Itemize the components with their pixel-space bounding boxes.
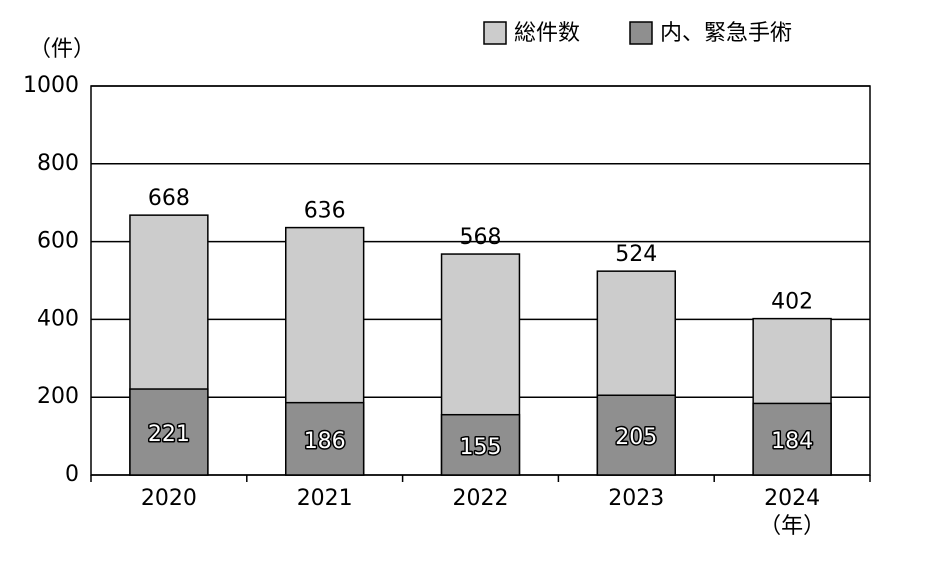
legend-swatch: [629, 21, 653, 45]
y-tick-label: 0: [65, 462, 79, 487]
bar: [596, 394, 676, 476]
value-label: 636: [304, 199, 346, 224]
bar: [285, 401, 365, 476]
x-unit: （年）: [759, 514, 825, 539]
y-tick-label: 600: [37, 229, 79, 254]
legend-swatch: [483, 21, 507, 45]
x-tick-label: 2024: [764, 486, 820, 511]
x-tick-label: 2023: [608, 486, 664, 511]
value-label: 186: [304, 429, 346, 454]
y-tick-label: 200: [37, 384, 79, 409]
value-label: 221: [148, 422, 190, 447]
value-label: 184: [771, 429, 813, 454]
y-tick-label: 800: [37, 151, 79, 176]
x-tick-label: 2020: [141, 486, 197, 511]
x-tick-label: 2021: [297, 486, 353, 511]
bar: [752, 402, 832, 476]
y-unit: （件）: [29, 37, 95, 62]
value-label: 568: [460, 225, 502, 250]
value-label: 155: [460, 435, 502, 460]
value-label: 524: [615, 242, 657, 267]
value-label: 402: [771, 290, 813, 315]
bar: [440, 413, 521, 476]
legend-label: 総件数: [514, 21, 580, 46]
value-label: 668: [148, 186, 190, 211]
y-tick-label: 1000: [23, 73, 79, 98]
y-tick-label: 400: [37, 306, 79, 331]
legend-label: 内、緊急手術: [660, 21, 792, 46]
x-tick-label: 2022: [453, 486, 509, 511]
value-label: 205: [615, 425, 657, 450]
bar: [129, 388, 209, 476]
